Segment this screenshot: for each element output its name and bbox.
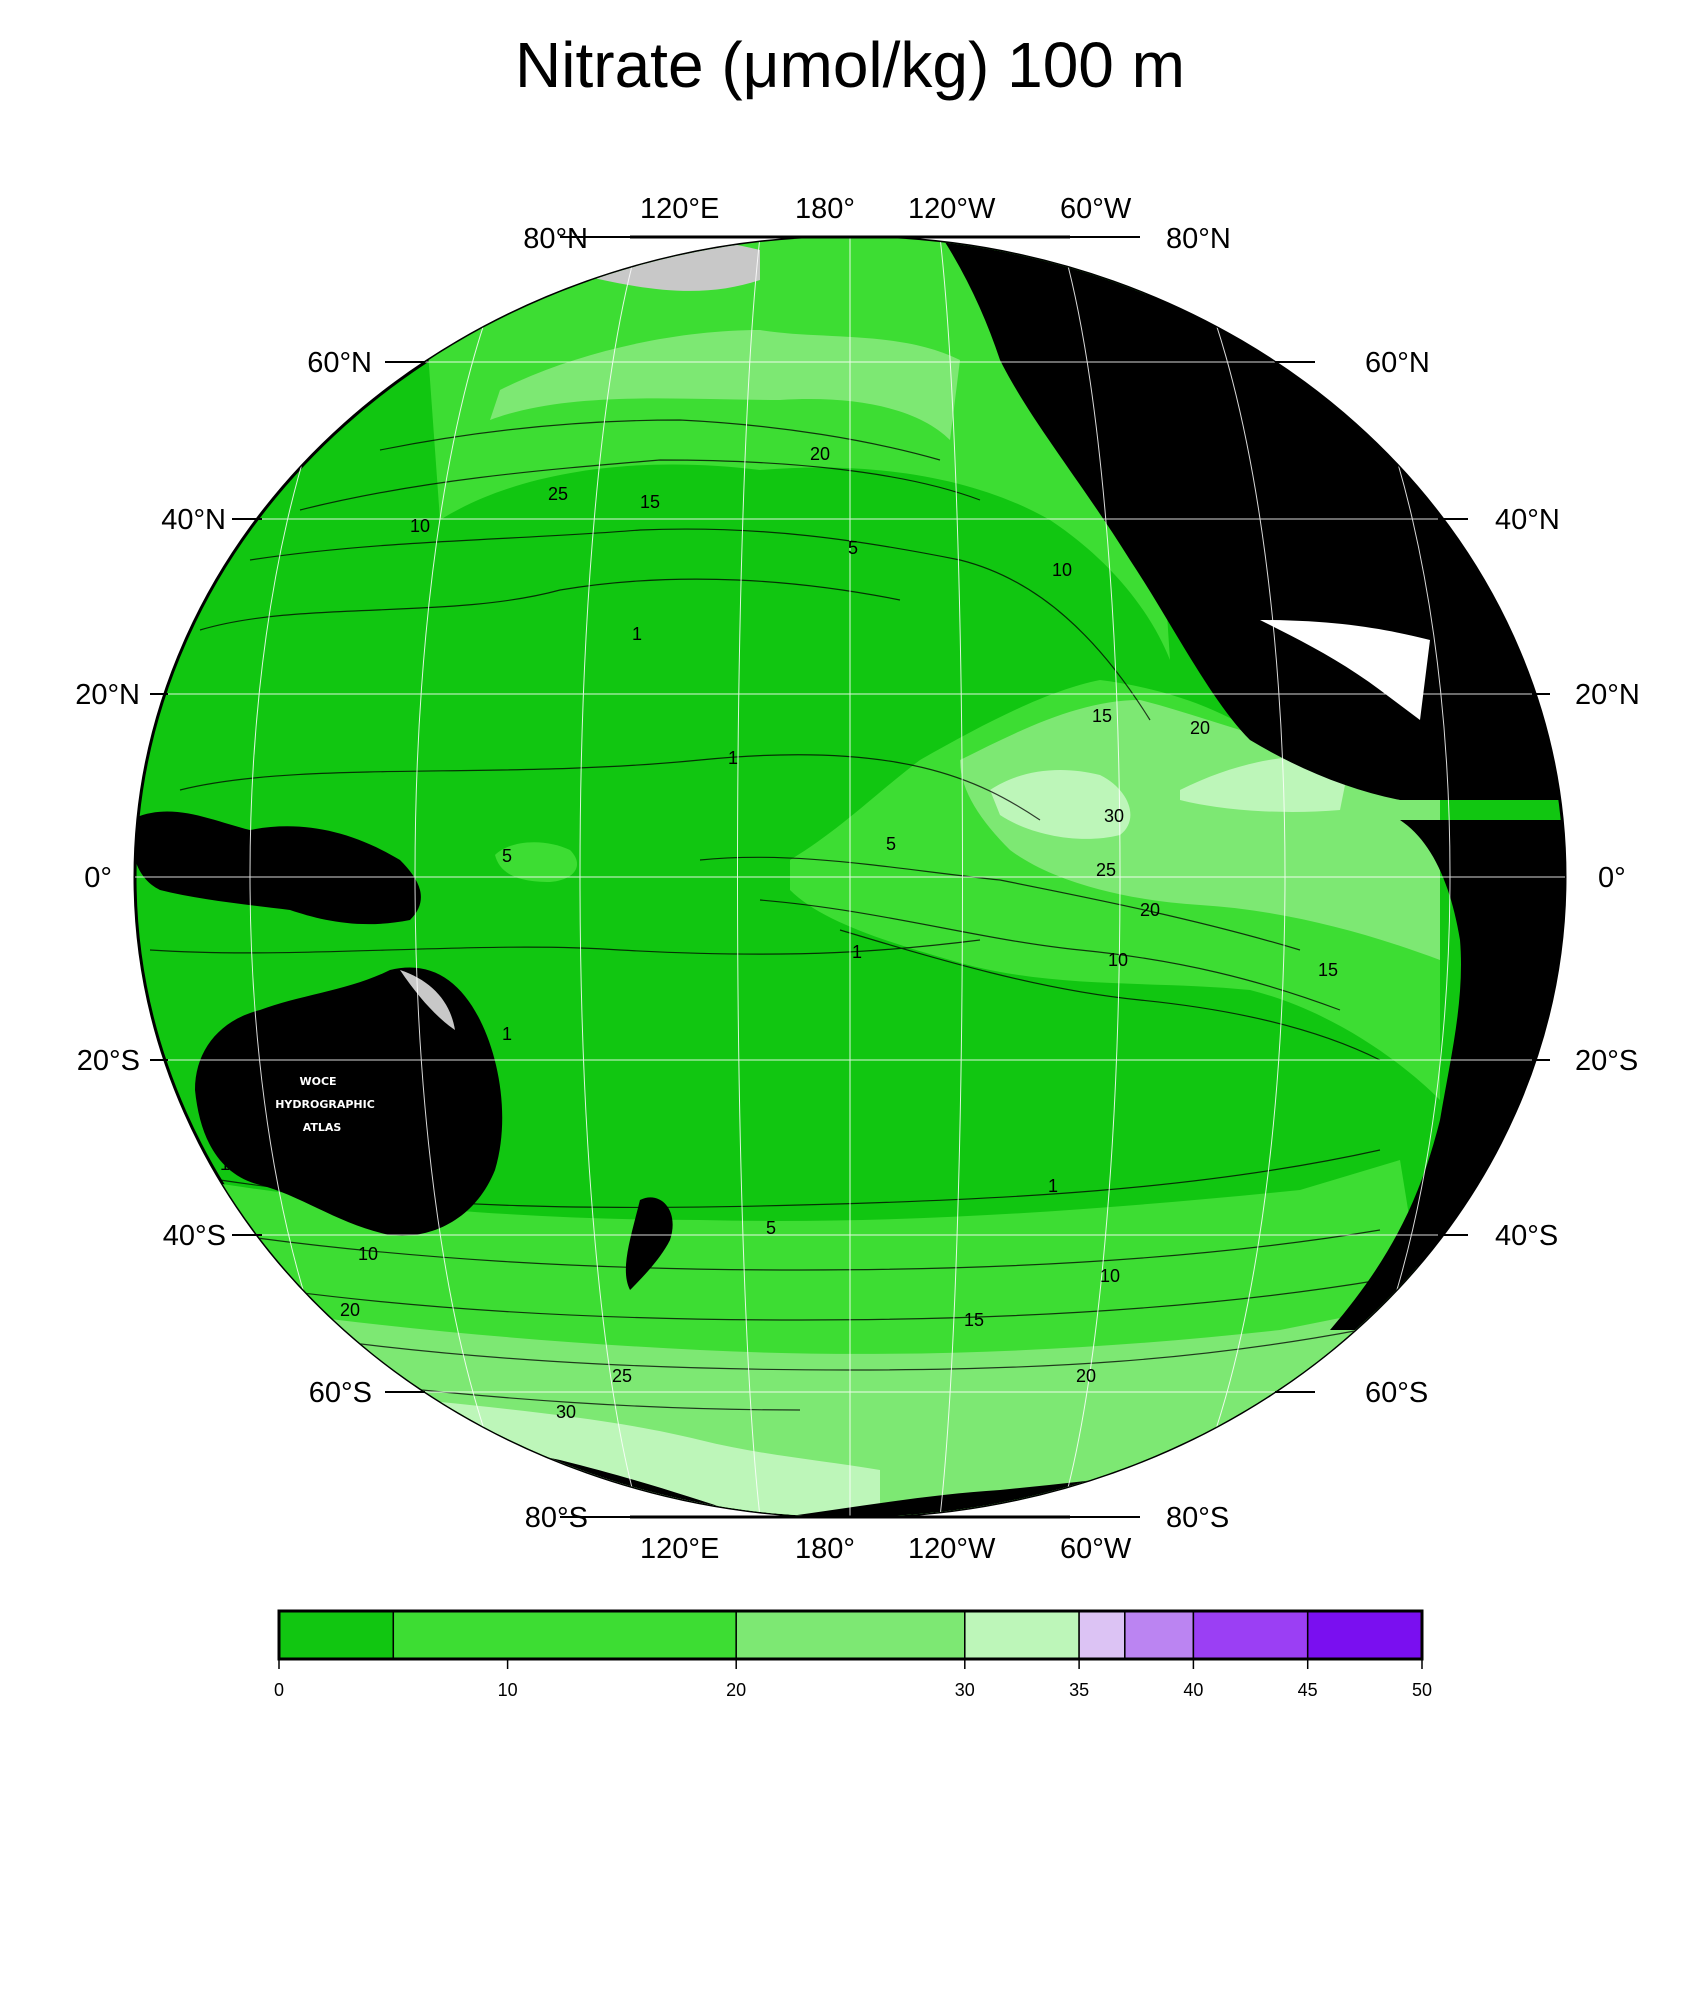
lon-label: 120°W: [908, 1533, 996, 1565]
lat-label: 20°N: [75, 679, 140, 711]
contour-label: 20: [340, 1300, 360, 1320]
lat-label: 60°S: [309, 1377, 372, 1409]
lon-labels-bottom: 120°E 180° 120°W 60°W: [640, 1533, 1132, 1565]
land-mexico-ice: [1260, 620, 1430, 720]
lon-label: 120°E: [640, 1533, 719, 1565]
lat-label: 80°N: [523, 223, 588, 255]
globe: [133, 235, 1567, 1519]
woce-logo: WOCE HYDROGRAPHIC ATLAS: [275, 1075, 375, 1134]
lat-label: 0°: [84, 862, 112, 894]
colorbar-frame: [277, 1609, 1424, 1661]
contour-label: 15: [1092, 706, 1112, 726]
lat-label: 40°S: [1495, 1220, 1558, 1252]
east-pacific-band-30: [990, 756, 1350, 839]
colorbar-bin: [735, 1610, 966, 1660]
contour-label: 1: [632, 624, 642, 644]
contour-label: 5: [886, 834, 896, 854]
western-equatorial-5: [495, 842, 578, 882]
contour-label: 30: [1104, 806, 1124, 826]
contour-label: 5: [502, 846, 512, 866]
colorbar-bin: [1124, 1610, 1195, 1660]
lon-label: 60°W: [1060, 193, 1132, 225]
lat-label: 60°S: [1365, 1377, 1428, 1409]
land-new-zealand: [625, 1197, 673, 1290]
logo-line: HYDROGRAPHIC: [275, 1098, 375, 1111]
lat-label: 20°N: [1575, 679, 1640, 711]
contour-label: 5: [766, 1218, 776, 1238]
lon-label: 180°: [795, 1533, 855, 1565]
contour-label: 25: [612, 1366, 632, 1386]
colorbar-bin: [1306, 1610, 1423, 1660]
lon-labels-top: 120°E 180° 120°W 60°W: [640, 193, 1132, 225]
colorbar-tick-label: 40: [1183, 1680, 1203, 1700]
lat-label: 80°N: [1166, 223, 1231, 255]
contour-lines: [149, 419, 1381, 1411]
lat-label: 80°S: [1166, 1502, 1229, 1534]
colorbar: 0 10 20 30 35 40 45 50: [274, 1609, 1432, 1700]
map-field: [135, 237, 1565, 1517]
colorbar-tick-label: 10: [498, 1680, 518, 1700]
lat-label: 40°S: [163, 1220, 226, 1252]
lat-ticks: [150, 236, 1550, 1518]
contour-label: 5: [848, 538, 858, 558]
logo-line: ATLAS: [303, 1121, 342, 1134]
contour-label: 1: [1048, 1176, 1058, 1196]
contour-label: 20: [1076, 1366, 1096, 1386]
contour-label: 20: [810, 444, 830, 464]
lat-label: 60°N: [1365, 347, 1430, 379]
lon-label: 60°W: [1060, 1533, 1132, 1565]
lat-label: 80°S: [525, 1502, 588, 1534]
contour-label: 1: [728, 748, 738, 768]
colorbar-tick-label: 45: [1298, 1680, 1318, 1700]
contour-label: 20: [1190, 718, 1210, 738]
contour-label: 10: [358, 1244, 378, 1264]
ice-australia: [400, 970, 455, 1030]
lat-label: 40°N: [1495, 504, 1560, 536]
lat-labels-left: 80°N 60°N 40°N 20°N 0° 20°S 40°S 60°S 80…: [75, 223, 588, 1534]
contour-label: 15: [1318, 960, 1338, 980]
contour-label: 1: [502, 1024, 512, 1044]
contour-label: 10: [1100, 1266, 1120, 1286]
lon-label: 180°: [795, 193, 855, 225]
contour-value-labels: 15 20 25 10 5 1 10 15 20 1 30 5 5 25 20 …: [220, 444, 1338, 1422]
contour-label: 25: [548, 484, 568, 504]
contour-label: 10: [410, 516, 430, 536]
contour-label: 1: [852, 942, 862, 962]
lat-label: 20°S: [77, 1045, 140, 1077]
lat-label: 40°N: [161, 504, 226, 536]
contour-label: 20: [1140, 900, 1160, 920]
lon-label: 120°W: [908, 193, 996, 225]
colorbar-tick-label: 0: [274, 1680, 284, 1700]
colorbar-tick-label: 35: [1069, 1680, 1089, 1700]
lat-label: 60°N: [307, 347, 372, 379]
land-maritime-asia: [135, 811, 421, 925]
contour-label: 30: [556, 1402, 576, 1422]
contour-label: 15: [640, 492, 660, 512]
land-australia: [195, 967, 503, 1236]
colorbar-tick-label: 50: [1412, 1680, 1432, 1700]
contour-label: 15: [964, 1310, 984, 1330]
contour-label: 1: [220, 1154, 230, 1174]
contour-label: 10: [1052, 560, 1072, 580]
colorbar-bin: [278, 1610, 395, 1660]
colorbar-tick-label: 20: [726, 1680, 746, 1700]
colorbar-bin: [392, 1610, 737, 1660]
lat-label: 0°: [1598, 862, 1626, 894]
contour-label: 25: [1096, 860, 1116, 880]
colorbar-bin: [1078, 1610, 1126, 1660]
lat-label: 20°S: [1575, 1045, 1638, 1077]
colorbar-tick-label: 30: [955, 1680, 975, 1700]
lat-labels-right: 80°N 60°N 40°N 20°N 0° 20°S 40°S 60°S 80…: [1166, 223, 1640, 1534]
lon-label: 120°E: [640, 193, 719, 225]
map-title: Nitrate (μmol/kg) 100 m: [515, 29, 1185, 101]
contour-label: 10: [1108, 950, 1128, 970]
logo-line: WOCE: [299, 1075, 336, 1088]
colorbar-bin: [964, 1610, 1080, 1660]
colorbar-bin: [1192, 1610, 1309, 1660]
north-pacific-band-20: [490, 330, 960, 440]
